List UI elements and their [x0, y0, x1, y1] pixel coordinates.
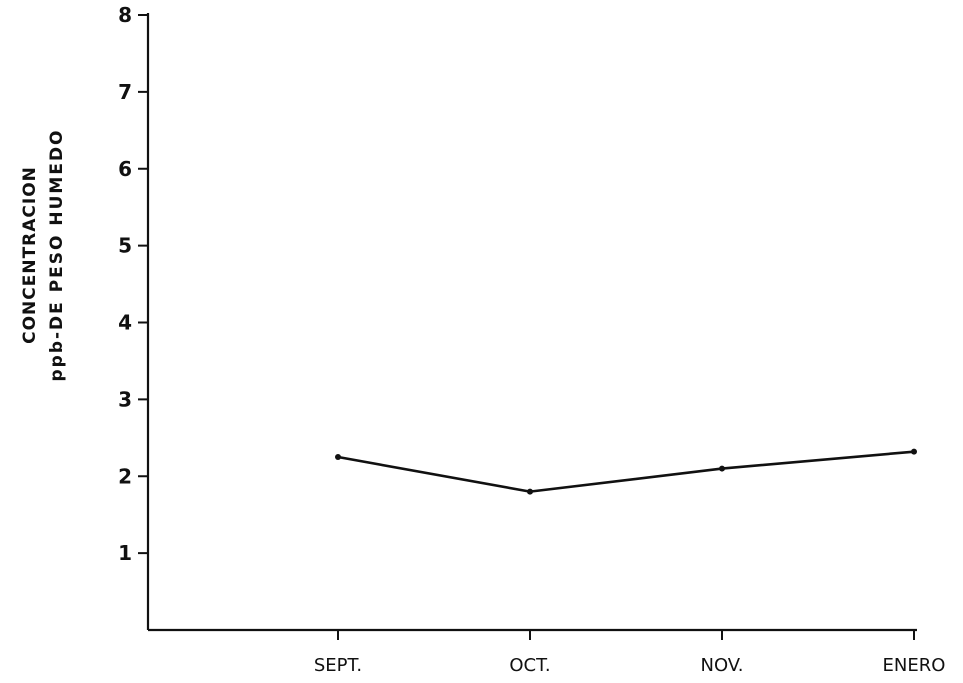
data-point — [527, 488, 533, 495]
data-point — [719, 465, 725, 472]
y-tick-label: 3 — [118, 387, 132, 411]
series-line — [337, 450, 915, 493]
y-tick-label: 4 — [118, 311, 132, 335]
y-tick-label: 7 — [118, 80, 132, 104]
data-point — [335, 454, 341, 461]
x-tick-label: OCT. — [509, 655, 550, 676]
y-tick-label: 2 — [118, 464, 132, 488]
x-tick-label: NOV. — [700, 655, 743, 676]
data-point — [911, 448, 917, 455]
y-tick-label: 1 — [118, 541, 132, 565]
y-tick-label: 6 — [118, 157, 132, 181]
x-tick-label: ENERO — [883, 655, 946, 676]
y-tick-label: 5 — [118, 234, 132, 258]
y-tick-label: 8 — [118, 3, 132, 27]
x-tick-label: SEPT. — [314, 655, 362, 676]
